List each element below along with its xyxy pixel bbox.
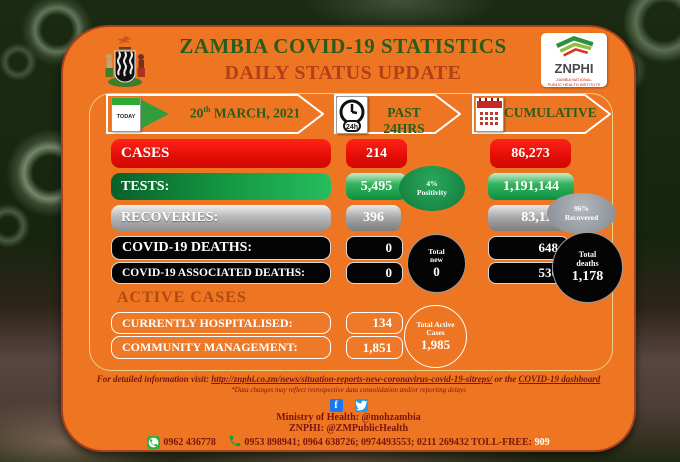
tests-cumulative-value: 1,191,144: [488, 173, 574, 200]
assoc-deaths-new-value: 0: [346, 262, 403, 284]
znphi-logo-text: ZNPHI: [554, 61, 594, 76]
phone-numbers: 0953 898941; 0964 638726; 0974493553; 02…: [244, 436, 533, 448]
assoc-deaths-label: COVID-19 ASSOCIATED DEATHS:: [111, 262, 331, 284]
footer-info-prefix: For detailed information visit:: [96, 374, 212, 384]
total-active-value: 1,985: [420, 336, 451, 352]
whatsapp-icon[interactable]: [147, 436, 161, 449]
cumulative-banner-chevron: [472, 94, 612, 134]
stats-panel-border: [89, 93, 613, 371]
znphi-logo-subtext-2: PUBLIC HEALTH INSTITUTE: [547, 82, 601, 87]
today-label: TODAY: [116, 114, 136, 120]
dashboard-link[interactable]: COVID-19 dashboard: [518, 374, 601, 384]
main-title: ZAMBIA COVID-19 STATISTICS: [179, 34, 507, 58]
tests-new-value: 5,495: [346, 173, 407, 200]
total-new-value: 0: [433, 263, 440, 279]
positivity-pct: 4%: [426, 179, 438, 189]
total-deaths-value: 1,178: [571, 268, 604, 284]
recovered-bubble: 96% Recovered: [547, 193, 616, 234]
green-arrow-icon: [142, 100, 169, 128]
footer-info-middle: or the: [492, 374, 519, 384]
cases-new-value: 214: [346, 139, 407, 168]
deaths-new-value: 0: [346, 236, 403, 260]
infographic-card: ZAMBIA COVID-19 STATISTICS DAILY STATUS …: [61, 25, 636, 452]
recoveries-new-value: 396: [346, 205, 401, 231]
total-active-line2: Cases: [426, 328, 445, 338]
clock-24h-label: 24h: [346, 124, 358, 131]
total-new-line2: new: [430, 255, 443, 265]
positivity-word: Positivity: [417, 187, 447, 197]
total-deaths-line2: deaths: [576, 258, 599, 268]
deaths-label: COVID-19 DEATHS:: [111, 236, 331, 260]
subtitle: DAILY STATUS UPDATE: [224, 62, 462, 84]
cases-cumulative-value: 86,273: [490, 139, 571, 168]
total-active-bubble: Total Active Cases 1,985: [404, 305, 467, 368]
cases-label: CASES: [111, 139, 331, 168]
cumulative-label: CUMULATIVE: [504, 105, 597, 120]
community-label: COMMUNITY MANAGEMENT:: [111, 336, 331, 359]
tollfree-number: 909: [534, 436, 550, 448]
past24-label: PAST 24HRS: [383, 105, 425, 136]
positivity-bubble: 4% Positivity: [399, 166, 465, 211]
active-cases-heading: ACTIVE CASES: [117, 289, 247, 306]
cumulative-calendar-icon: [475, 97, 504, 132]
social-icons: f: [63, 396, 634, 414]
total-new-deaths-bubble: Total new 0: [407, 234, 466, 293]
znphi-logo-subtext-1: ZAMBIA NATIONAL: [556, 77, 592, 82]
sitreps-link[interactable]: http://znphi.co.zm/news/situation-report…: [211, 374, 493, 384]
community-value: 1,851: [346, 336, 403, 359]
cumulative-banner: CUMULATIVE: [472, 94, 612, 134]
phone-icon: [228, 434, 242, 451]
hospitalised-label: CURRENTLY HOSPITALISED:: [111, 312, 331, 334]
twitter-icon[interactable]: [354, 398, 368, 412]
date-banner: TODAY 20th MARCH, 2021: [106, 94, 325, 134]
moh-handle: Ministry of Health: @mohzambia: [276, 412, 421, 423]
znphi-logo: ZNPHI ZAMBIA NATIONAL PUBLIC HEALTH INST…: [541, 33, 607, 87]
recovered-word: Recovered: [564, 212, 599, 222]
znphi-logo-icon: [555, 35, 594, 57]
today-calendar-icon: TODAY: [111, 97, 141, 132]
total-active-line1: Total Active: [416, 320, 455, 330]
past24-banner-chevron: [334, 94, 462, 134]
recoveries-label: RECOVERIES:: [111, 205, 331, 231]
clock-24h-icon: 24h: [336, 96, 368, 134]
hospitalised-value: 134: [346, 312, 403, 334]
znphi-handle: ZNPHI: @ZMPublicHealth: [288, 423, 409, 434]
recovered-pct: 96%: [574, 204, 589, 214]
date-text: 20th MARCH, 2021: [189, 105, 301, 121]
zambia-coat-of-arms: [105, 36, 145, 87]
footer-info-line: For detailed information visit: http://z…: [63, 374, 634, 384]
total-new-line1: Total: [428, 247, 445, 257]
total-deaths-line1: Total: [578, 250, 597, 259]
whatsapp-number: 0962 436778: [163, 436, 216, 448]
tests-label: TESTS:: [111, 173, 331, 200]
facebook-icon[interactable]: f: [329, 398, 343, 412]
total-deaths-bubble: Total deaths 1,178: [552, 232, 623, 303]
footer-note: *Data changes may reflect retrospective …: [231, 386, 466, 394]
past24-banner: 24h PAST 24HRS: [334, 94, 462, 136]
contact-line: 0962 436778 0953 898941; 0964 638726; 09…: [63, 434, 634, 451]
date-banner-chevron: [106, 94, 325, 134]
